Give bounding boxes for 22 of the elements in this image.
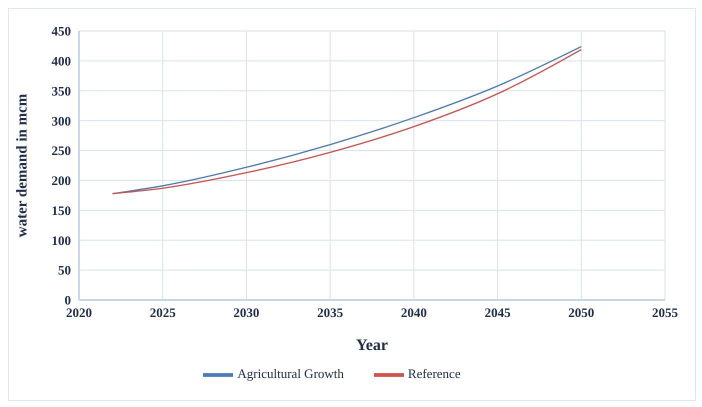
- y-tick-label: 200: [52, 173, 71, 188]
- x-tick-label: 2050: [568, 305, 594, 320]
- x-tick-label: 2055: [652, 305, 678, 320]
- y-tick-label: 100: [52, 232, 71, 248]
- y-tick-label: 150: [52, 202, 71, 218]
- x-tick-label: 2030: [233, 305, 260, 320]
- y-tick-label: 50: [58, 262, 71, 278]
- y-tick-label: 400: [52, 54, 71, 69]
- x-tick-label: 2040: [400, 305, 427, 320]
- x-tick-label: 2025: [150, 305, 176, 320]
- y-tick-label: 0: [64, 292, 71, 308]
- y-axis-title: water demand in mcm: [14, 93, 30, 238]
- legend-label: Agricultural Growth: [237, 366, 344, 381]
- x-tick-label: 2035: [317, 305, 344, 320]
- y-tick-label: 350: [52, 83, 71, 98]
- x-tick-label: 2020: [66, 305, 92, 320]
- y-tick-label: 300: [52, 113, 71, 128]
- x-axis-title: Year: [356, 337, 388, 354]
- legend-label: Reference: [408, 366, 461, 381]
- y-tick-label: 250: [52, 143, 71, 158]
- x-tick-label: 2045: [484, 305, 512, 320]
- y-tick-label: 450: [52, 24, 71, 39]
